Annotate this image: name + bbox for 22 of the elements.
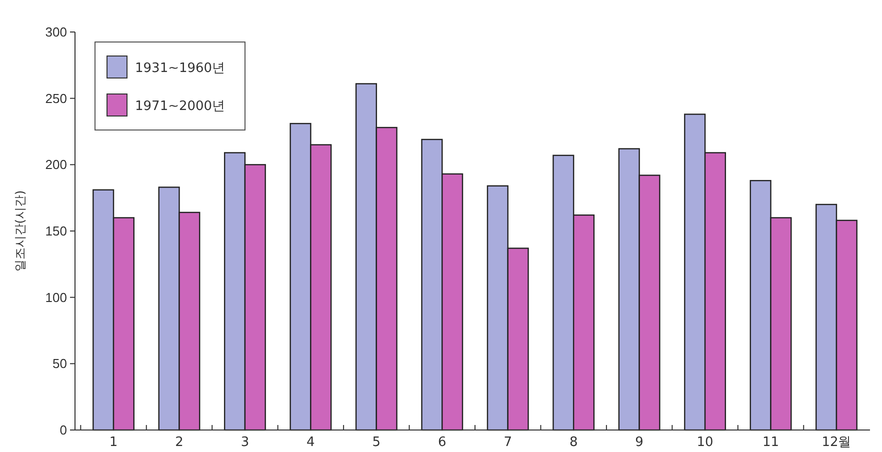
y-tick-label: 150 (45, 224, 67, 239)
y-tick-label: 200 (45, 157, 67, 172)
y-tick-label: 50 (52, 356, 67, 372)
x-tick-label: 8 (569, 435, 578, 450)
x-tick-label: 3 (240, 435, 250, 450)
x-tick-label: 4 (306, 435, 315, 450)
y-tick-label: 250 (45, 90, 67, 106)
legend-label: 1931~1960년 (135, 61, 226, 76)
y-axis-title: 일조시간(시간) (13, 190, 27, 272)
y-tick-label: 100 (45, 290, 67, 305)
y-tick-label: 300 (45, 24, 67, 40)
x-tick-label: 1 (109, 435, 118, 450)
y-tick-label: 0 (60, 422, 67, 438)
x-tick-label: 7 (504, 435, 512, 450)
legend-label: 1971~2000년 (135, 99, 226, 114)
x-tick-label: 2 (175, 435, 184, 450)
x-tick-label: 6 (438, 435, 446, 450)
x-tick-label: 9 (635, 435, 644, 450)
x-tick-label: 10 (696, 435, 714, 450)
x-tick-label: 12월 (822, 435, 852, 450)
x-tick-label: 11 (762, 435, 780, 450)
x-tick-label: 5 (372, 435, 381, 450)
